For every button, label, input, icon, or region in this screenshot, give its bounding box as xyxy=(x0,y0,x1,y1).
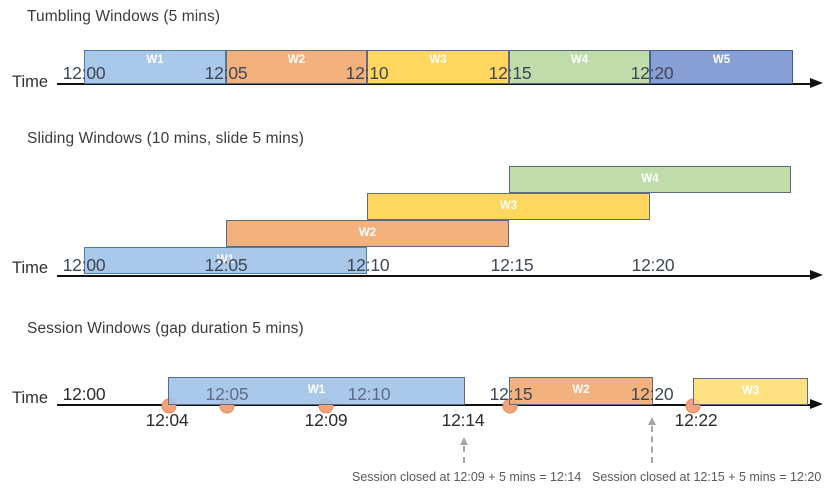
sliding-tick-1205: 12:05 xyxy=(204,255,248,275)
sliding-window-w4: W4 xyxy=(509,166,791,193)
tumbling-tick-1210: 12:10 xyxy=(345,63,389,83)
window-label: W4 xyxy=(641,172,659,185)
tumbling-window-w4: W4 xyxy=(509,50,650,84)
tumbling-time-label: Time xyxy=(12,73,49,91)
session-timeline xyxy=(57,404,813,406)
sliding-tick-1215: 12:15 xyxy=(490,255,534,275)
tumbling-window-w5: W5 xyxy=(650,50,793,84)
tumbling-timeline-arrowhead-icon xyxy=(810,78,823,88)
window-label: W2 xyxy=(358,226,377,239)
sliding-tick-1210: 12:10 xyxy=(346,255,390,275)
window-label: W3 xyxy=(429,54,447,66)
sliding-window-w3: W3 xyxy=(367,193,650,220)
tumbling-window-w2: W2 xyxy=(226,50,367,84)
window-label: W1 xyxy=(146,54,164,66)
dashed-arrow-line xyxy=(651,426,653,463)
tumbling-tick-1220: 12:20 xyxy=(630,63,674,83)
sliding-tick-1220: 12:20 xyxy=(631,255,675,275)
sliding-tick-1200: 12:00 xyxy=(62,255,106,275)
tumbling-tick-1200: 12:00 xyxy=(62,63,106,83)
tumbling-window-w1: W1 xyxy=(84,50,226,84)
window-label: W2 xyxy=(287,54,306,66)
session-window-w3: W3 xyxy=(693,378,808,405)
dashed-up-arrow-icon xyxy=(648,417,656,425)
window-label: W1 xyxy=(307,384,326,397)
tumbling-window-w3: W3 xyxy=(367,50,509,84)
dashed-arrow-line xyxy=(463,446,465,463)
sliding-window-w2: W2 xyxy=(226,220,509,247)
tumbling-timeline xyxy=(57,83,813,85)
session-tick-1215: 12:15 xyxy=(489,384,533,404)
window-label: W3 xyxy=(741,384,760,397)
dashed-up-arrow-icon xyxy=(460,437,468,445)
tumbling-tick-1215: 12:15 xyxy=(488,63,532,83)
session-window-w1: W1 xyxy=(168,377,465,405)
sliding-title: Sliding Windows (10 mins, slide 5 mins) xyxy=(27,130,304,147)
session-tick-1220: 12:20 xyxy=(630,384,674,404)
tumbling-tick-1205: 12:05 xyxy=(204,63,248,83)
window-label: W5 xyxy=(712,54,731,66)
session-tick-1210: 12:10 xyxy=(347,384,391,404)
sliding-timeline-arrowhead-icon xyxy=(810,270,823,280)
event-label-1214: 12:14 xyxy=(441,410,485,430)
session-tick-1205: 12:05 xyxy=(205,384,249,404)
event-label-1209: 12:09 xyxy=(304,410,348,430)
session-window-w2: W2 xyxy=(509,377,653,405)
session-tick-1200: 12:00 xyxy=(62,384,106,404)
window-label: W1 xyxy=(216,253,235,266)
session-closed-annotation-2: Session closed at 12:15 + 5 mins = 12:20 xyxy=(592,470,822,484)
session-title: Session Windows (gap duration 5 mins) xyxy=(27,320,304,337)
event-label-1204: 12:04 xyxy=(145,410,189,430)
event-label-1222: 12:22 xyxy=(674,410,718,430)
window-label: W4 xyxy=(570,54,589,66)
sliding-timeline xyxy=(57,275,813,277)
sliding-window-w1: W1 xyxy=(84,247,367,274)
sliding-time-label: Time xyxy=(12,259,49,277)
window-label: W3 xyxy=(499,199,518,212)
session-closed-annotation-1: Session closed at 12:09 + 5 mins = 12:14 xyxy=(352,470,582,484)
session-time-label: Time xyxy=(12,389,49,407)
window-label: W2 xyxy=(572,384,590,397)
session-timeline-arrowhead-icon xyxy=(810,399,823,409)
tumbling-title: Tumbling Windows (5 mins) xyxy=(27,8,221,25)
